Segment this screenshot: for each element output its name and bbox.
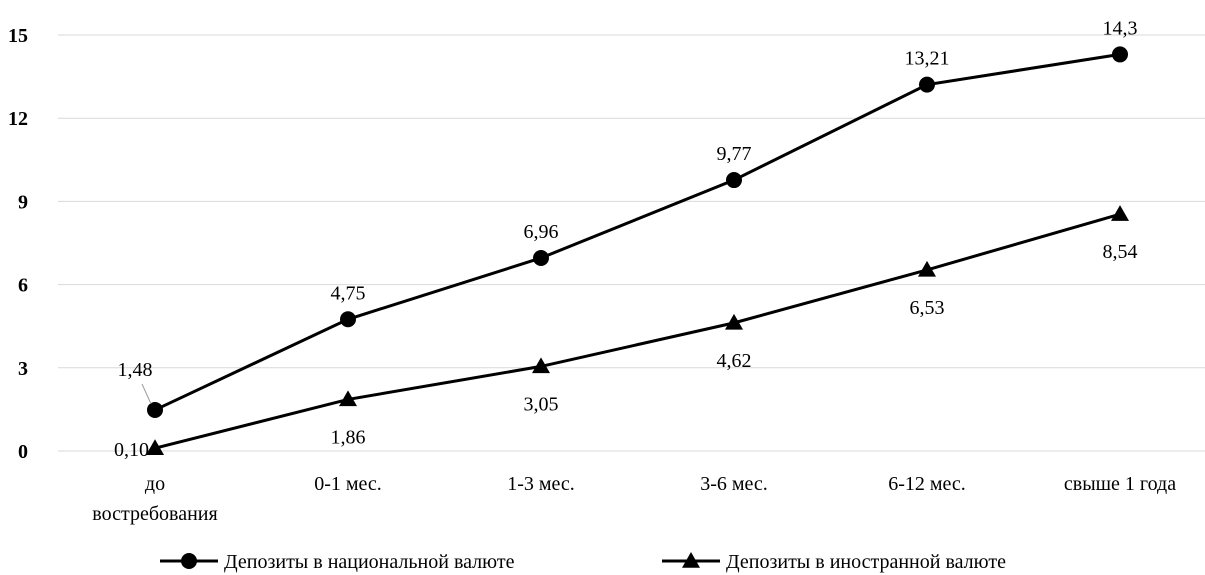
data-label: 1,86 xyxy=(331,426,366,448)
legend-circle-marker xyxy=(181,553,197,569)
data-label: 14,3 xyxy=(1103,17,1138,39)
x-tick-label: 1-3 мес. xyxy=(507,473,575,495)
data-label: 6,53 xyxy=(910,297,945,319)
series-line xyxy=(154,52,1121,412)
circle-point xyxy=(919,76,935,93)
y-tick-label: 9 xyxy=(18,191,28,213)
x-tick-label: свыше 1 года xyxy=(1064,473,1176,495)
data-label: 1,48 xyxy=(118,359,153,381)
legend-triangle-marker xyxy=(682,552,700,568)
triangle-point xyxy=(1111,205,1129,221)
x-axis-ticks: до востребования 0-1 мес. 1-3 мес. 3-6 мес. 6… xyxy=(92,473,1176,525)
y-tick-label: 15 xyxy=(8,25,28,47)
circle-point xyxy=(726,172,742,189)
circle-point xyxy=(533,249,549,266)
x-tick-label: до востребования xyxy=(92,473,217,525)
series-foreign-currency xyxy=(146,205,1129,455)
y-tick-label: 6 xyxy=(18,275,28,297)
x-tick-label: 6-12 мес. xyxy=(888,473,966,495)
legend-label: Депозиты в иностранной валюте xyxy=(726,551,1006,573)
series-line xyxy=(154,212,1121,450)
y-tick-label: 3 xyxy=(18,358,28,380)
x-tick-label-line: 6-12 мес. xyxy=(888,473,966,495)
triangle-point xyxy=(918,260,936,277)
triangle-point xyxy=(725,313,743,330)
label-leader-line xyxy=(141,383,152,405)
series xyxy=(146,46,1129,455)
x-tick-label-line: свыше 1 года xyxy=(1064,473,1176,495)
triangle-point xyxy=(532,357,550,374)
data-label: 3,05 xyxy=(524,393,559,415)
legend-item: Депозиты в национальной валюте xyxy=(160,551,515,573)
y-tick-label: 0 xyxy=(18,441,28,463)
y-axis-ticks: 0 3 6 9 12 15 xyxy=(8,25,28,463)
circle-point xyxy=(1112,46,1128,63)
data-labels: 1,48 4,75 6,96 9,77 13,21 14,3 0,10 1,86 3,05 4,6… xyxy=(114,17,1138,461)
x-tick-label: 0-1 мес. xyxy=(314,473,382,495)
legend-label: Депозиты в национальной валюте xyxy=(224,551,515,573)
x-tick-label: 3-6 мес. xyxy=(700,473,768,495)
legend: Депозиты в национальной валюте Депозиты в… xyxy=(160,551,1006,573)
x-tick-label-line: 0-1 мес. xyxy=(314,473,382,495)
data-label: 8,54 xyxy=(1103,241,1138,263)
series-national-currency xyxy=(147,46,1128,418)
circle-point xyxy=(340,311,356,328)
legend-item: Депозиты в иностранной валюте xyxy=(662,551,1006,573)
data-label: 13,21 xyxy=(905,48,950,70)
data-label: 9,77 xyxy=(717,143,752,165)
data-label: 0,10 xyxy=(114,439,149,461)
x-tick-label-line: востребования xyxy=(92,503,217,525)
x-tick-label-line: 3-6 мес. xyxy=(700,473,768,495)
gridlines xyxy=(58,34,1205,452)
triangle-point xyxy=(339,390,357,407)
y-tick-label: 12 xyxy=(8,108,28,130)
data-label: 4,75 xyxy=(331,282,366,304)
x-tick-label-line: 1-3 мес. xyxy=(507,473,575,495)
triangle-point xyxy=(146,439,164,455)
data-label: 4,62 xyxy=(717,350,752,372)
x-tick-label-line: до xyxy=(145,473,165,495)
data-label: 6,96 xyxy=(524,221,559,243)
circle-point xyxy=(147,401,163,418)
